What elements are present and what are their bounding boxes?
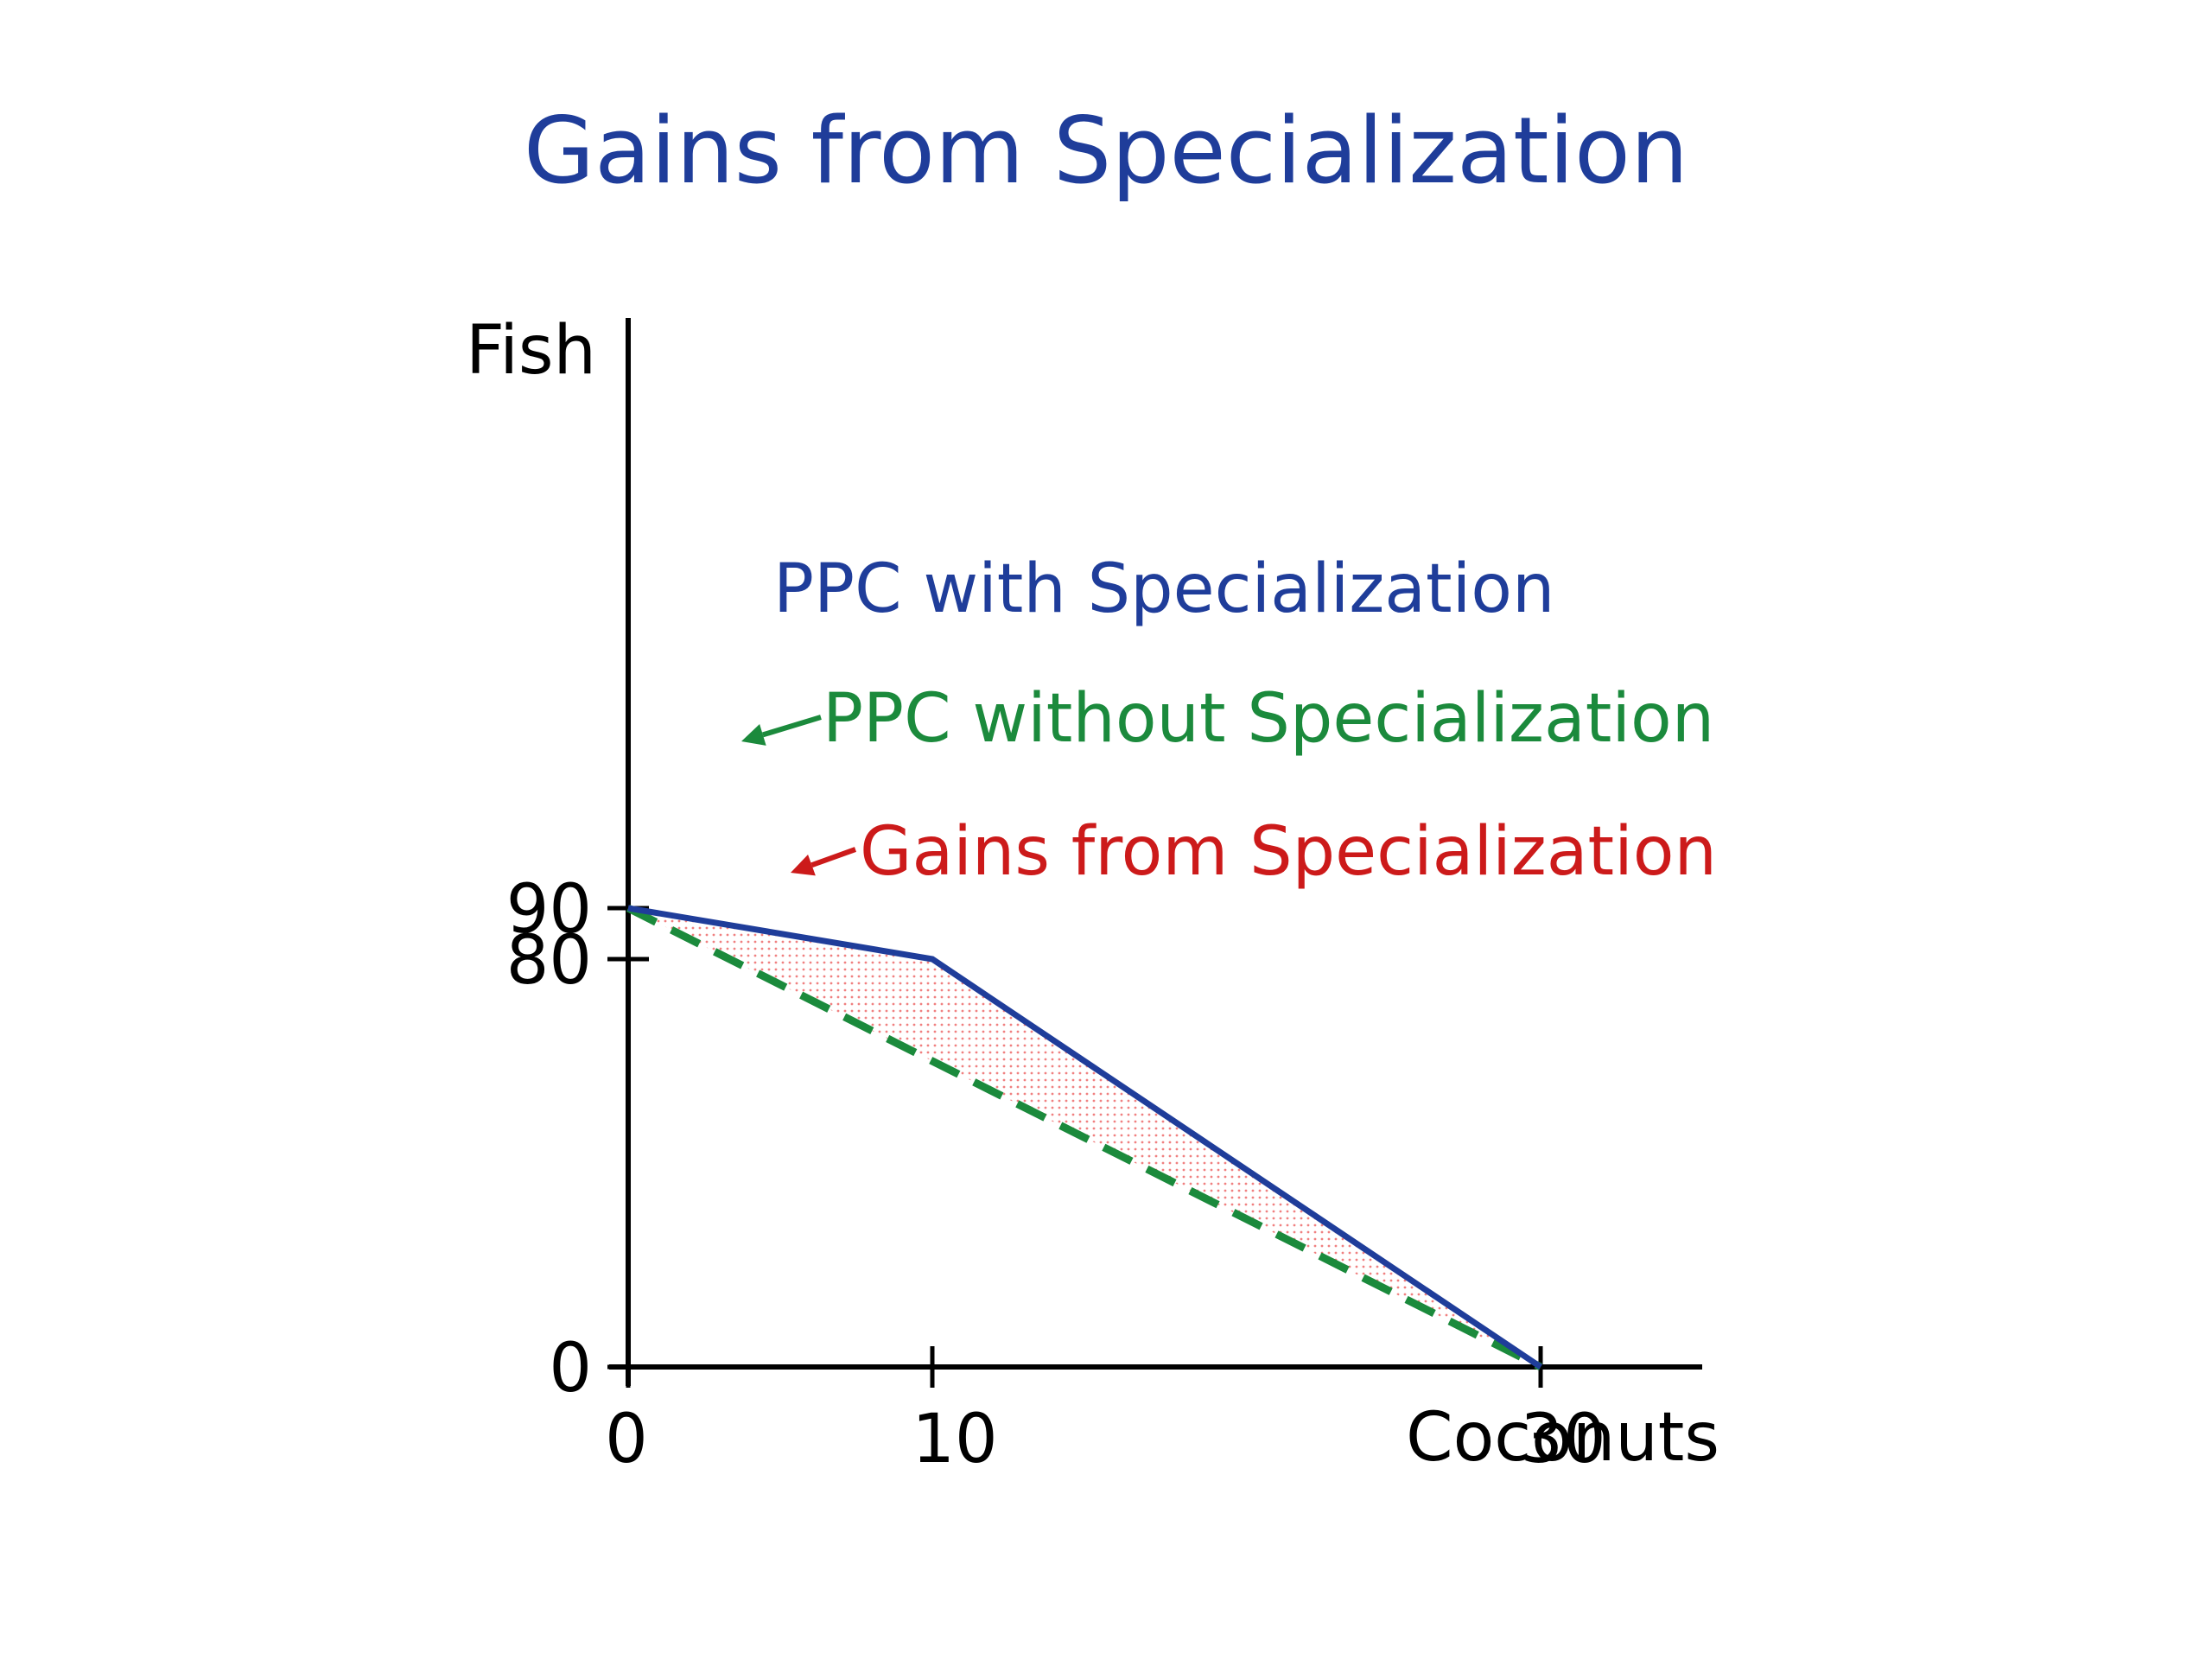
ppc-without-specialization-line: [626, 904, 1543, 1371]
ppc-with-specialization-line: [627, 905, 1542, 1370]
x-ticks: 0 10 30: [605, 1346, 1606, 1478]
ppc-with-specialization-label: PPC with Specialization: [773, 550, 1554, 628]
x-tick-label: 30: [1520, 1401, 1605, 1478]
ppc-without-specialization-arrow: [741, 715, 822, 746]
y-tick-label: 90: [506, 871, 592, 949]
x-tick-label: 10: [912, 1401, 997, 1478]
x-axis-label: Coconuts: [1406, 1399, 1719, 1477]
y-axis-label: Fish: [466, 312, 596, 390]
y-tick-label: 80: [506, 922, 592, 1000]
ppc-without-specialization-label: PPC without Specialization: [823, 680, 1714, 758]
chart-title: Gains from Specialization: [523, 98, 1689, 204]
x-tick-label: 0: [605, 1401, 648, 1478]
gains-arrow: [791, 847, 857, 876]
y-tick-label: 0: [549, 1330, 592, 1408]
gains-label: Gains from Specialization: [860, 813, 1717, 891]
